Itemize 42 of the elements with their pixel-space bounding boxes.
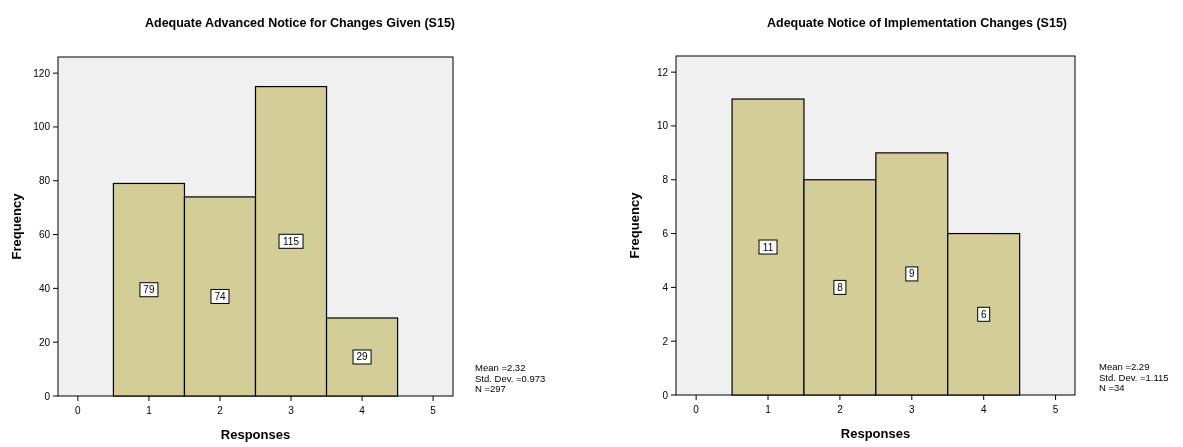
x-tick-label: 3 xyxy=(909,404,916,415)
y-tick-label: 2 xyxy=(662,335,669,347)
x-axis-title: Responses xyxy=(840,426,911,441)
x-tick-label: 3 xyxy=(288,405,295,416)
text: Mean =2.29 Std. Dev. =1.115 N =34 xyxy=(1099,361,1169,393)
y-tick-label: 60 xyxy=(38,229,51,241)
y-axis-title: Frequency xyxy=(627,191,642,259)
x-tick-label: 1 xyxy=(765,404,772,415)
x-tick-label: 5 xyxy=(1052,404,1059,415)
y-tick-label: 0 xyxy=(44,390,51,402)
y-tick-label: 4 xyxy=(662,281,669,293)
x-tick-label: 4 xyxy=(359,405,366,416)
y-axis-title: Frequency xyxy=(9,192,24,260)
x-tick-label: 0 xyxy=(693,404,700,415)
text: Mean =2.32 Std. Dev. =0.973 N =297 xyxy=(475,362,546,394)
y-tick-label: 40 xyxy=(38,282,51,294)
data-label: 29 xyxy=(356,351,369,363)
data-label: 6 xyxy=(980,308,987,320)
chart-title: Adequate Advanced Notice for Changes Given (S15) xyxy=(144,16,456,30)
y-tick-label: 0 xyxy=(662,389,669,401)
y-tick-label: 8 xyxy=(662,174,669,186)
y-tick-label: 120 xyxy=(33,67,51,79)
x-tick-label: 1 xyxy=(146,405,153,416)
x-tick-label: 0 xyxy=(75,405,82,416)
y-tick-label: 10 xyxy=(656,120,669,132)
y-tick-label: 20 xyxy=(38,336,51,348)
data-label: 115 xyxy=(283,235,300,247)
x-axis-title: Responses xyxy=(220,427,291,442)
x-tick-label: 4 xyxy=(980,404,987,415)
data-label: 74 xyxy=(214,290,226,302)
y-tick-label: 12 xyxy=(656,66,669,78)
data-label: 11 xyxy=(762,241,774,253)
x-tick-label: 2 xyxy=(217,405,224,416)
y-tick-label: 100 xyxy=(33,121,51,133)
x-tick-label: 2 xyxy=(837,404,844,415)
x-tick-label: 5 xyxy=(430,405,437,416)
data-label: 8 xyxy=(837,281,844,293)
data-label: 79 xyxy=(143,284,155,296)
data-label: 9 xyxy=(909,268,916,280)
y-tick-label: 6 xyxy=(662,228,669,240)
y-tick-label: 80 xyxy=(38,175,51,187)
chart-title: Adequate Notice of Implementation Changes (S15) xyxy=(766,16,1068,30)
